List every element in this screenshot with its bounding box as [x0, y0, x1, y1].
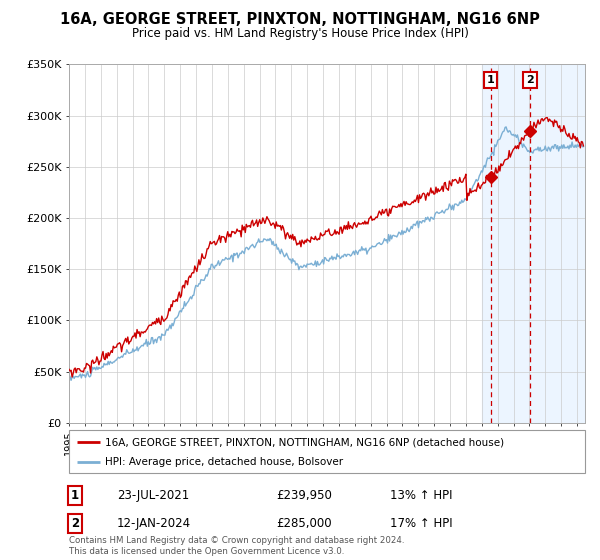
- Text: 16A, GEORGE STREET, PINXTON, NOTTINGHAM, NG16 6NP (detached house): 16A, GEORGE STREET, PINXTON, NOTTINGHAM,…: [105, 437, 504, 447]
- Text: £285,000: £285,000: [276, 517, 332, 530]
- Text: 23-JUL-2021: 23-JUL-2021: [117, 489, 189, 502]
- Text: 13% ↑ HPI: 13% ↑ HPI: [390, 489, 452, 502]
- Text: Contains HM Land Registry data © Crown copyright and database right 2024.
This d: Contains HM Land Registry data © Crown c…: [69, 536, 404, 556]
- Text: 17% ↑ HPI: 17% ↑ HPI: [390, 517, 452, 530]
- Text: 2: 2: [71, 517, 79, 530]
- Text: 16A, GEORGE STREET, PINXTON, NOTTINGHAM, NG16 6NP: 16A, GEORGE STREET, PINXTON, NOTTINGHAM,…: [60, 12, 540, 27]
- Text: 1: 1: [71, 489, 79, 502]
- FancyBboxPatch shape: [69, 430, 585, 473]
- Bar: [482, 64, 585, 423]
- Text: 2: 2: [526, 75, 534, 85]
- Text: HPI: Average price, detached house, Bolsover: HPI: Average price, detached house, Bols…: [105, 458, 343, 468]
- Text: 12-JAN-2024: 12-JAN-2024: [117, 517, 191, 530]
- Text: £239,950: £239,950: [276, 489, 332, 502]
- Text: 1: 1: [487, 75, 494, 85]
- Text: Price paid vs. HM Land Registry's House Price Index (HPI): Price paid vs. HM Land Registry's House …: [131, 27, 469, 40]
